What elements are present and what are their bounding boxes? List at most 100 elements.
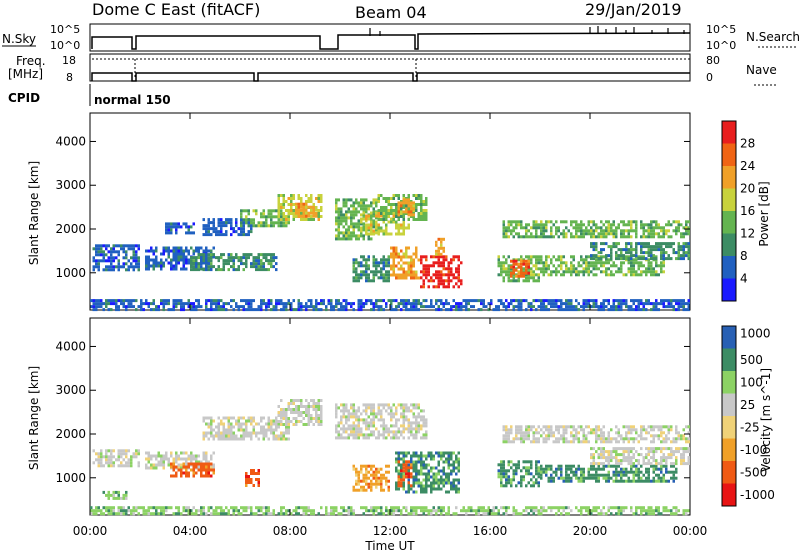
velocity-y-axis: 1000 2000 3000 4000 (55, 339, 690, 485)
freq-bottom-label: 8 (66, 71, 73, 84)
nsky-bottom-label: 10^0 (50, 39, 80, 52)
power-region-15 (435, 237, 445, 256)
svg-text:20: 20 (740, 182, 755, 196)
x-tick-4: 16:00 (473, 113, 507, 538)
velocity-y-tick-1: 2000 (55, 427, 690, 441)
velocity-colorbar-label: Velocity [m s^-1] (759, 368, 773, 472)
svg-text:4000: 4000 (55, 134, 86, 148)
power-region-14 (420, 255, 463, 289)
power-colorbar-swatch-1 (722, 256, 736, 279)
power-y-axis-label: Slant Range [km] (27, 161, 41, 265)
velocity-colorbar-tick-5: -100 (740, 443, 767, 457)
velocity-colorbar-swatch-7 (722, 326, 736, 349)
nave-label: Nave (746, 63, 777, 77)
power-colorbar-label: Power [dB] (757, 181, 771, 246)
velocity-region-0 (92, 449, 140, 468)
svg-text:8: 8 (740, 249, 748, 263)
power-colorbar-swatch-5 (722, 166, 736, 189)
power-region-13 (390, 246, 420, 280)
power-y-tick-0: 1000 (55, 266, 690, 280)
power-colorbar-tick-4: 20 (740, 182, 755, 196)
power-colorbar-tick-0: 4 (740, 272, 748, 286)
power-colorbar-tick-1: 8 (740, 249, 748, 263)
x-tick-3: 12:00 (373, 113, 407, 538)
nave-top-label: 80 (706, 54, 720, 67)
velocity-region-9 (397, 460, 413, 488)
svg-text:2000: 2000 (55, 222, 86, 236)
velocity-region-15 (90, 506, 690, 516)
velocity-region-2 (170, 462, 215, 478)
nsky-top-label: 10^5 (50, 23, 80, 36)
nsky-right-top-label: 10^5 (706, 23, 736, 36)
velocity-region-8 (395, 451, 460, 494)
power-colorbar-tick-2: 12 (740, 227, 755, 241)
x-axis: 00:00 04:00 08:00 12:00 16:00 20:00 00:00 (73, 113, 707, 538)
power-colorbar-swatch-0 (722, 278, 736, 301)
velocity-region-11 (502, 425, 690, 444)
velocity-colorbar-swatch-0 (722, 483, 736, 506)
power-y-tick-2: 3000 (55, 178, 690, 192)
velocity-y-tick-2: 3000 (55, 383, 690, 397)
power-heatmap (90, 194, 690, 312)
power-region-5 (240, 209, 290, 228)
velocity-colorbar-tick-2: 100 (740, 375, 763, 389)
velocity-y-tick-3: 4000 (55, 339, 690, 353)
freq-label: Freq. (16, 54, 46, 68)
power-colorbar-tick-5: 24 (740, 159, 755, 173)
cpid-label: CPID (8, 91, 40, 105)
power-region-21 (90, 299, 690, 312)
velocity-colorbar: 1000 500 100 25 -25 -100 -500 -1000 (721, 325, 775, 507)
svg-text:1000: 1000 (55, 266, 86, 280)
svg-text:3000: 3000 (55, 178, 86, 192)
freq-unit-label: [MHz] (8, 67, 43, 81)
velocity-region-14 (102, 490, 128, 500)
svg-text:12: 12 (740, 227, 755, 241)
velocity-colorbar-tick-7: -1000 (740, 488, 775, 502)
power-colorbar-swatch-4 (722, 188, 736, 211)
power-colorbar-swatch-2 (722, 233, 736, 256)
power-region-16 (497, 255, 540, 283)
cpid-value: normal 150 (94, 93, 171, 107)
velocity-colorbar-swatch-3 (722, 416, 736, 439)
velocity-heatmap (90, 399, 690, 516)
svg-text:28: 28 (740, 137, 755, 151)
power-region-20 (590, 242, 690, 261)
freq-top-label: 18 (62, 54, 76, 67)
svg-text:16: 16 (740, 204, 755, 218)
power-colorbar-swatch-6 (722, 143, 736, 166)
power-y-tick-3: 4000 (55, 134, 690, 148)
power-colorbar-tick-3: 16 (740, 204, 755, 218)
x-tick-6: 00:00 (673, 113, 707, 538)
figure-title: Dome C East (fitACF) (92, 0, 260, 19)
velocity-colorbar-tick-6: -500 (740, 465, 767, 479)
x-tick-1: 04:00 (173, 113, 207, 538)
nsky-right-bottom-label: 10^0 (706, 39, 736, 52)
power-region-19 (540, 255, 665, 277)
velocity-colorbar-tick-1: 500 (740, 353, 763, 367)
power-y-tick-1: 2000 (55, 222, 690, 236)
power-region-7 (295, 202, 318, 218)
velocity-region-5 (277, 399, 323, 426)
power-region-18 (502, 220, 690, 239)
velocity-region-1 (145, 451, 215, 470)
power-region-10 (377, 194, 428, 221)
date-label: 29/Jan/2019 (585, 0, 682, 19)
nave-bottom-label: 0 (706, 71, 713, 84)
x-tick-5: 20:00 (573, 113, 607, 538)
velocity-region-12 (540, 464, 678, 483)
velocity-colorbar-swatch-4 (722, 393, 736, 416)
power-colorbar-swatch-7 (722, 121, 736, 144)
power-region-12 (352, 255, 390, 283)
nave-trace (91, 72, 690, 82)
velocity-region-13 (590, 447, 690, 466)
nsearch-label: N.Search (746, 30, 800, 44)
velocity-region-4 (202, 416, 290, 441)
velocity-colorbar-swatch-1 (722, 461, 736, 484)
velocity-region-10 (497, 460, 540, 488)
velocity-colorbar-swatch-6 (722, 348, 736, 371)
power-colorbar-swatch-3 (722, 211, 736, 234)
velocity-colorbar-swatch-2 (722, 438, 736, 461)
power-region-4 (190, 253, 278, 272)
velocity-region-6 (335, 403, 428, 440)
